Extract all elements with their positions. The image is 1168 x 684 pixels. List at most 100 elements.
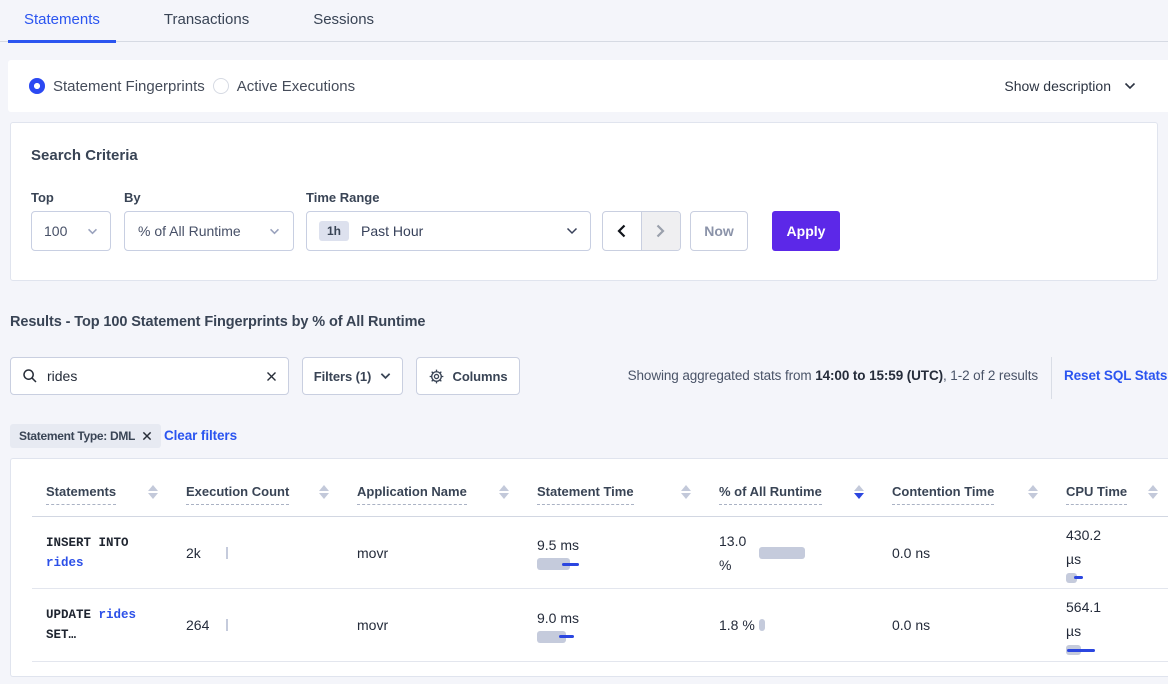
by-field: By % of All Runtime	[124, 190, 294, 251]
apply-button[interactable]: Apply	[772, 211, 840, 251]
time-range-label: Time Range	[306, 190, 380, 205]
cell-cpu-time: 430.2 µs	[1052, 517, 1168, 588]
statement-time-bar	[537, 630, 579, 643]
search-icon	[23, 369, 37, 383]
statements-table-card: Statements Execution Count Application N…	[10, 458, 1168, 677]
sort-icon[interactable]	[148, 485, 158, 499]
radio-selected-icon[interactable]	[29, 78, 45, 94]
vertical-divider	[1051, 357, 1052, 399]
clear-search-icon[interactable]	[266, 371, 277, 382]
next-time-window-button-disabled[interactable]	[641, 212, 680, 250]
time-range-field: Time Range 1h Past Hour	[306, 190, 591, 251]
radio-active-executions[interactable]: Active Executions	[212, 77, 363, 95]
time-range-value: Past Hour	[361, 223, 424, 239]
filters-button[interactable]: Filters (1)	[302, 357, 403, 395]
top-field: Top 100	[31, 190, 111, 251]
reset-sql-stats-link[interactable]: Reset SQL Stats	[1064, 368, 1168, 383]
table-header-row: Statements Execution Count Application N…	[32, 459, 1168, 517]
statement-time-bar	[537, 558, 579, 570]
cpu-time-bar	[1066, 572, 1114, 583]
execution-count-bar	[226, 546, 228, 559]
radio-unselected-icon[interactable]	[212, 78, 229, 94]
top-label: Top	[31, 190, 54, 205]
cell-application-name: movr	[357, 617, 389, 633]
previous-time-window-button[interactable]	[603, 212, 642, 250]
search-criteria-card: Search Criteria Top 100 By % of All Runt…	[10, 122, 1158, 281]
remove-filter-icon[interactable]	[142, 431, 152, 441]
chevron-left-icon	[617, 224, 626, 238]
sort-icon-active-desc[interactable]	[854, 485, 864, 499]
aggregation-summary: Showing aggregated stats from 14:00 to 1…	[627, 368, 1039, 383]
column-header-cpu-time: CPU Time	[1052, 459, 1168, 516]
table-row: INSERT INTO rides 2k movr 9.5 ms	[32, 517, 1168, 589]
cell-application-name: movr	[357, 544, 389, 561]
filters-button-label: Filters (1)	[313, 368, 372, 384]
top-select[interactable]: 100	[31, 211, 111, 251]
chevron-down-icon	[566, 227, 578, 235]
search-input[interactable]	[47, 368, 266, 384]
column-header-statement-time: Statement Time	[523, 459, 705, 516]
cell-pct-runtime: 1.8 %	[705, 589, 878, 661]
time-window-arrows	[602, 211, 681, 251]
column-header-execution-count: Execution Count	[172, 459, 343, 516]
execution-count-bar	[226, 619, 228, 631]
view-toggle-band: Statement Fingerprints Active Executions…	[8, 60, 1168, 112]
sort-icon[interactable]	[1148, 485, 1158, 499]
search-criteria-title: Search Criteria	[31, 147, 138, 164]
radio-statement-fingerprints[interactable]: Statement Fingerprints	[29, 78, 213, 95]
cell-contention-time: 0.0 ns	[892, 544, 931, 561]
now-button[interactable]: Now	[690, 211, 748, 251]
statement-fingerprint-link[interactable]: INSERT INTO rides	[46, 535, 129, 570]
table-row: UPDATE rides SET… 264 movr 9.0 ms	[32, 589, 1168, 662]
top-select-value: 100	[44, 223, 68, 239]
by-select-value: % of All Runtime	[138, 223, 241, 239]
chevron-down-icon	[380, 373, 391, 380]
filter-chip-statement-type: Statement Type: DML	[10, 424, 162, 448]
column-header-application-name: Application Name	[343, 459, 523, 516]
pct-runtime-bar	[759, 619, 765, 631]
columns-button[interactable]: Columns	[416, 357, 520, 395]
column-header-statements: Statements	[32, 459, 172, 516]
cell-execution-count: 2k	[172, 517, 343, 588]
time-range-select[interactable]: 1h Past Hour	[306, 211, 591, 251]
column-header-pct-runtime: % of All Runtime	[705, 459, 878, 516]
statement-fingerprint-link[interactable]: UPDATE rides SET…	[46, 608, 137, 642]
cell-statement: INSERT INTO rides	[32, 517, 172, 588]
tab-sessions[interactable]: Sessions	[313, 11, 375, 28]
chevron-down-icon	[88, 228, 97, 234]
chevron-right-icon	[656, 224, 665, 238]
cell-cpu-time: 564.1 µs	[1052, 589, 1168, 661]
columns-button-label: Columns	[452, 368, 508, 384]
cell-statement-time: 9.0 ms	[523, 589, 705, 661]
column-header-contention-time: Contention Time	[878, 459, 1052, 516]
show-description-toggle[interactable]: Show description	[1004, 60, 1136, 112]
clear-filters-link[interactable]: Clear filters	[164, 428, 237, 443]
sql-activity-tabbar: Statements Transactions Sessions	[0, 0, 1168, 43]
tab-transactions[interactable]: Transactions	[163, 11, 250, 28]
filter-chip-label: Statement Type: DML	[19, 429, 136, 443]
cell-statement: UPDATE rides SET…	[32, 589, 172, 661]
sort-icon[interactable]	[319, 485, 329, 499]
chevron-down-icon	[1124, 82, 1136, 90]
radio-label: Statement Fingerprints	[53, 77, 205, 95]
cell-pct-runtime: 13.0 %	[705, 517, 878, 588]
sort-icon[interactable]	[499, 485, 509, 499]
pct-runtime-bar	[759, 546, 805, 559]
results-title: Results - Top 100 Statement Fingerprints…	[10, 314, 426, 330]
chevron-down-icon	[270, 228, 279, 234]
sort-icon[interactable]	[681, 485, 691, 499]
time-range-badge: 1h	[319, 221, 350, 241]
cell-execution-count: 264	[172, 589, 343, 661]
tab-statements[interactable]: Statements	[8, 0, 116, 43]
by-select[interactable]: % of All Runtime	[124, 211, 294, 251]
gear-icon	[429, 369, 443, 383]
radio-label: Active Executions	[236, 77, 356, 95]
sort-icon[interactable]	[1028, 485, 1038, 499]
cell-contention-time: 0.0 ns	[892, 617, 931, 633]
statement-search-box	[10, 357, 289, 395]
show-description-label: Show description	[1004, 78, 1111, 94]
cpu-time-bar	[1066, 645, 1114, 655]
by-label: By	[124, 190, 141, 205]
aggregation-interval: 14:00 to 15:59 (UTC)	[815, 368, 943, 383]
cell-statement-time: 9.5 ms	[523, 517, 705, 588]
